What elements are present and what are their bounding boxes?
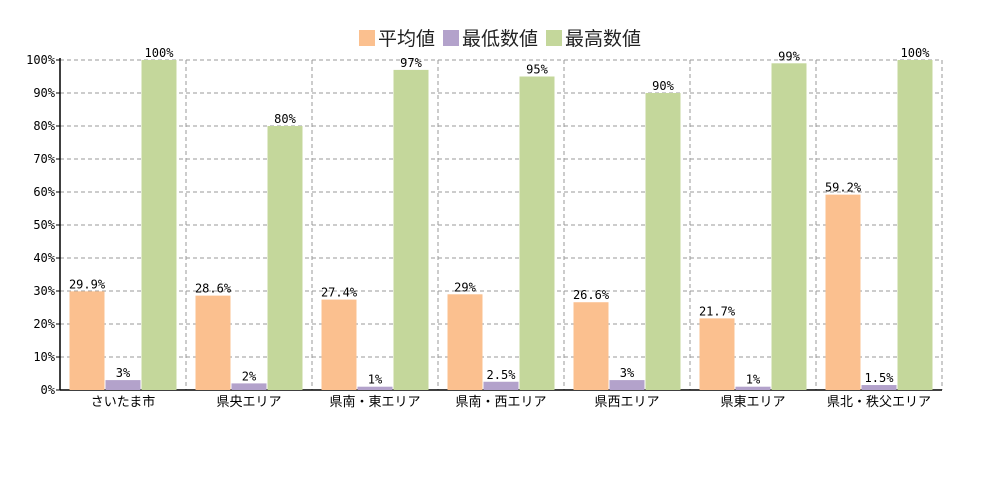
bar (195, 295, 231, 390)
bar-value-label: 26.6% (573, 288, 610, 302)
bar-value-label: 80% (274, 112, 296, 126)
bar-value-label: 100% (901, 46, 931, 60)
bar (321, 299, 357, 390)
bar-value-label: 1% (746, 373, 761, 387)
y-tick-label: 60% (33, 185, 55, 199)
bar-value-label: 2.5% (487, 368, 517, 382)
bar (825, 194, 861, 390)
bar-value-label: 3% (620, 366, 635, 380)
bar-value-label: 97% (400, 56, 422, 70)
bar (609, 380, 645, 390)
bar (267, 126, 303, 390)
y-tick-label: 90% (33, 86, 55, 100)
x-tick-label: 県西エリア (594, 395, 659, 410)
legend-item-average: 平均値 (358, 24, 435, 51)
bar-value-label: 28.6% (195, 282, 232, 296)
x-tick-label: さいたま市 (91, 394, 156, 410)
x-tick-label: 県南・西エリア (455, 394, 546, 410)
bar (357, 386, 393, 390)
legend-label-minimum: 最低数値 (461, 28, 538, 50)
y-tick-label: 0% (41, 383, 56, 397)
legend: 平均値 最低数値 最高数値 (0, 24, 1000, 51)
bar-value-label: 99% (778, 49, 800, 63)
legend-swatch-minimum (442, 29, 459, 46)
bar (861, 385, 897, 390)
y-tick-label: 70% (33, 152, 55, 166)
x-tick-label: 県南・東エリア (329, 394, 420, 410)
bar-value-label: 90% (652, 79, 674, 93)
bar (573, 302, 609, 390)
bar-value-label: 3% (116, 366, 131, 380)
legend-swatch-average (358, 29, 375, 46)
bar (483, 381, 519, 390)
bar (645, 93, 681, 390)
y-tick-label: 20% (33, 317, 55, 331)
bar-value-label: 29.9% (69, 277, 106, 291)
bar-value-label: 1% (368, 373, 383, 387)
legend-label-maximum: 最高数値 (565, 28, 642, 50)
bar-value-label: 29% (454, 280, 476, 294)
y-tick-label: 50% (33, 218, 55, 232)
y-tick-label: 30% (33, 284, 55, 298)
legend-item-maximum: 最高数値 (546, 24, 641, 51)
legend-item-minimum: 最低数値 (442, 24, 538, 51)
bar (393, 69, 429, 391)
bar (447, 294, 483, 390)
bar (231, 383, 267, 390)
bar (69, 291, 105, 390)
y-tick-label: 80% (33, 119, 55, 133)
bar-value-label: 1.5% (865, 371, 895, 385)
bar (141, 60, 177, 390)
legend-swatch-maximum (546, 29, 562, 46)
x-tick-label: 県央エリア (216, 395, 281, 410)
legend-label-average: 平均値 (377, 28, 435, 50)
bar (735, 386, 771, 390)
y-tick-label: 10% (33, 350, 55, 364)
x-tick-label: 県東エリア (720, 394, 785, 410)
bar-value-label: 27.4% (321, 286, 358, 300)
y-tick-label: 100% (26, 53, 56, 67)
bar-value-label: 2% (242, 369, 257, 383)
bar-value-label: 95% (526, 63, 548, 77)
bar (105, 380, 141, 390)
bar-value-label: 21.7% (699, 304, 736, 318)
bar (771, 63, 807, 391)
x-tick-label: 県北・秩父エリア (827, 395, 931, 410)
bar (897, 60, 933, 390)
bar (699, 318, 735, 390)
y-tick-label: 40% (33, 251, 55, 265)
bar-value-label: 100% (145, 46, 175, 60)
bar (519, 76, 555, 390)
bar-value-label: 59.2% (825, 181, 862, 195)
